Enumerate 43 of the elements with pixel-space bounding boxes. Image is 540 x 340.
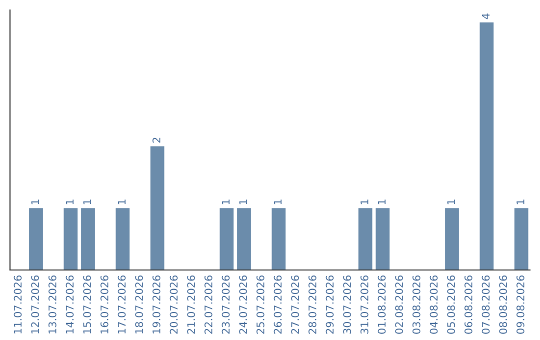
data-label: 1 bbox=[83, 200, 91, 204]
x-tick-label: 27.07.2026 bbox=[291, 276, 300, 334]
x-tick-label: 19.07.2026 bbox=[152, 276, 160, 334]
x-tick-label: 18.07.2026 bbox=[135, 276, 144, 334]
data-label: 1 bbox=[447, 200, 455, 204]
x-tick-label: 14.07.2026 bbox=[66, 276, 74, 334]
x-tick-label: 31.07.2026 bbox=[360, 276, 368, 334]
x-tick-label: 30.07.2026 bbox=[343, 276, 352, 334]
x-tick-label: 02.08.2026 bbox=[395, 276, 404, 334]
x-tick-label: 05.08.2026 bbox=[447, 276, 456, 334]
x-tick-label: 07.08.2026 bbox=[482, 276, 490, 334]
x-tick-label: 11.07.2026 bbox=[14, 276, 22, 334]
data-label: 1 bbox=[31, 200, 39, 204]
x-tick-label: 25.07.2026 bbox=[256, 276, 264, 334]
data-label: 1 bbox=[239, 200, 247, 204]
x-tick-label: 12.07.2026 bbox=[31, 276, 40, 334]
data-label: 1 bbox=[118, 200, 126, 204]
x-tick-label: 21.07.2026 bbox=[187, 276, 196, 334]
x-tick-label: 24.07.2026 bbox=[239, 276, 248, 334]
data-label: 1 bbox=[360, 200, 368, 204]
x-tick-label: 13.07.2026 bbox=[48, 276, 56, 334]
data-label: 1 bbox=[516, 200, 524, 204]
x-tick-label: 04.08.2026 bbox=[430, 276, 438, 334]
x-tick-label: 06.08.2026 bbox=[464, 276, 472, 334]
x-tick-label: 16.07.2026 bbox=[100, 276, 108, 334]
x-tick-label: 17.07.2026 bbox=[118, 276, 126, 334]
x-tick-label: 01.08.2026 bbox=[378, 276, 386, 334]
data-label: 2 bbox=[152, 138, 160, 143]
x-tick-label: 09.08.2026 bbox=[516, 276, 524, 334]
x-tick-label: 23.07.2026 bbox=[222, 276, 230, 334]
data-label: 1 bbox=[222, 200, 230, 204]
x-tick-label: 28.07.2026 bbox=[308, 276, 316, 334]
x-tick-label: 29.07.2026 bbox=[326, 276, 334, 334]
data-label: 1 bbox=[378, 200, 386, 204]
x-tick-label: 20.07.2026 bbox=[170, 276, 178, 334]
data-label: 4 bbox=[482, 14, 490, 20]
data-label: 1 bbox=[274, 200, 282, 204]
x-tick-label: 15.07.2026 bbox=[83, 276, 92, 334]
data-label: 1 bbox=[66, 200, 74, 204]
x-tick-label: 22.07.2026 bbox=[204, 276, 212, 334]
x-tick-label: 08.08.2026 bbox=[499, 276, 508, 334]
x-tick-label: 03.08.2026 bbox=[412, 276, 420, 334]
x-tick-label: 26.07.2026 bbox=[274, 276, 282, 334]
